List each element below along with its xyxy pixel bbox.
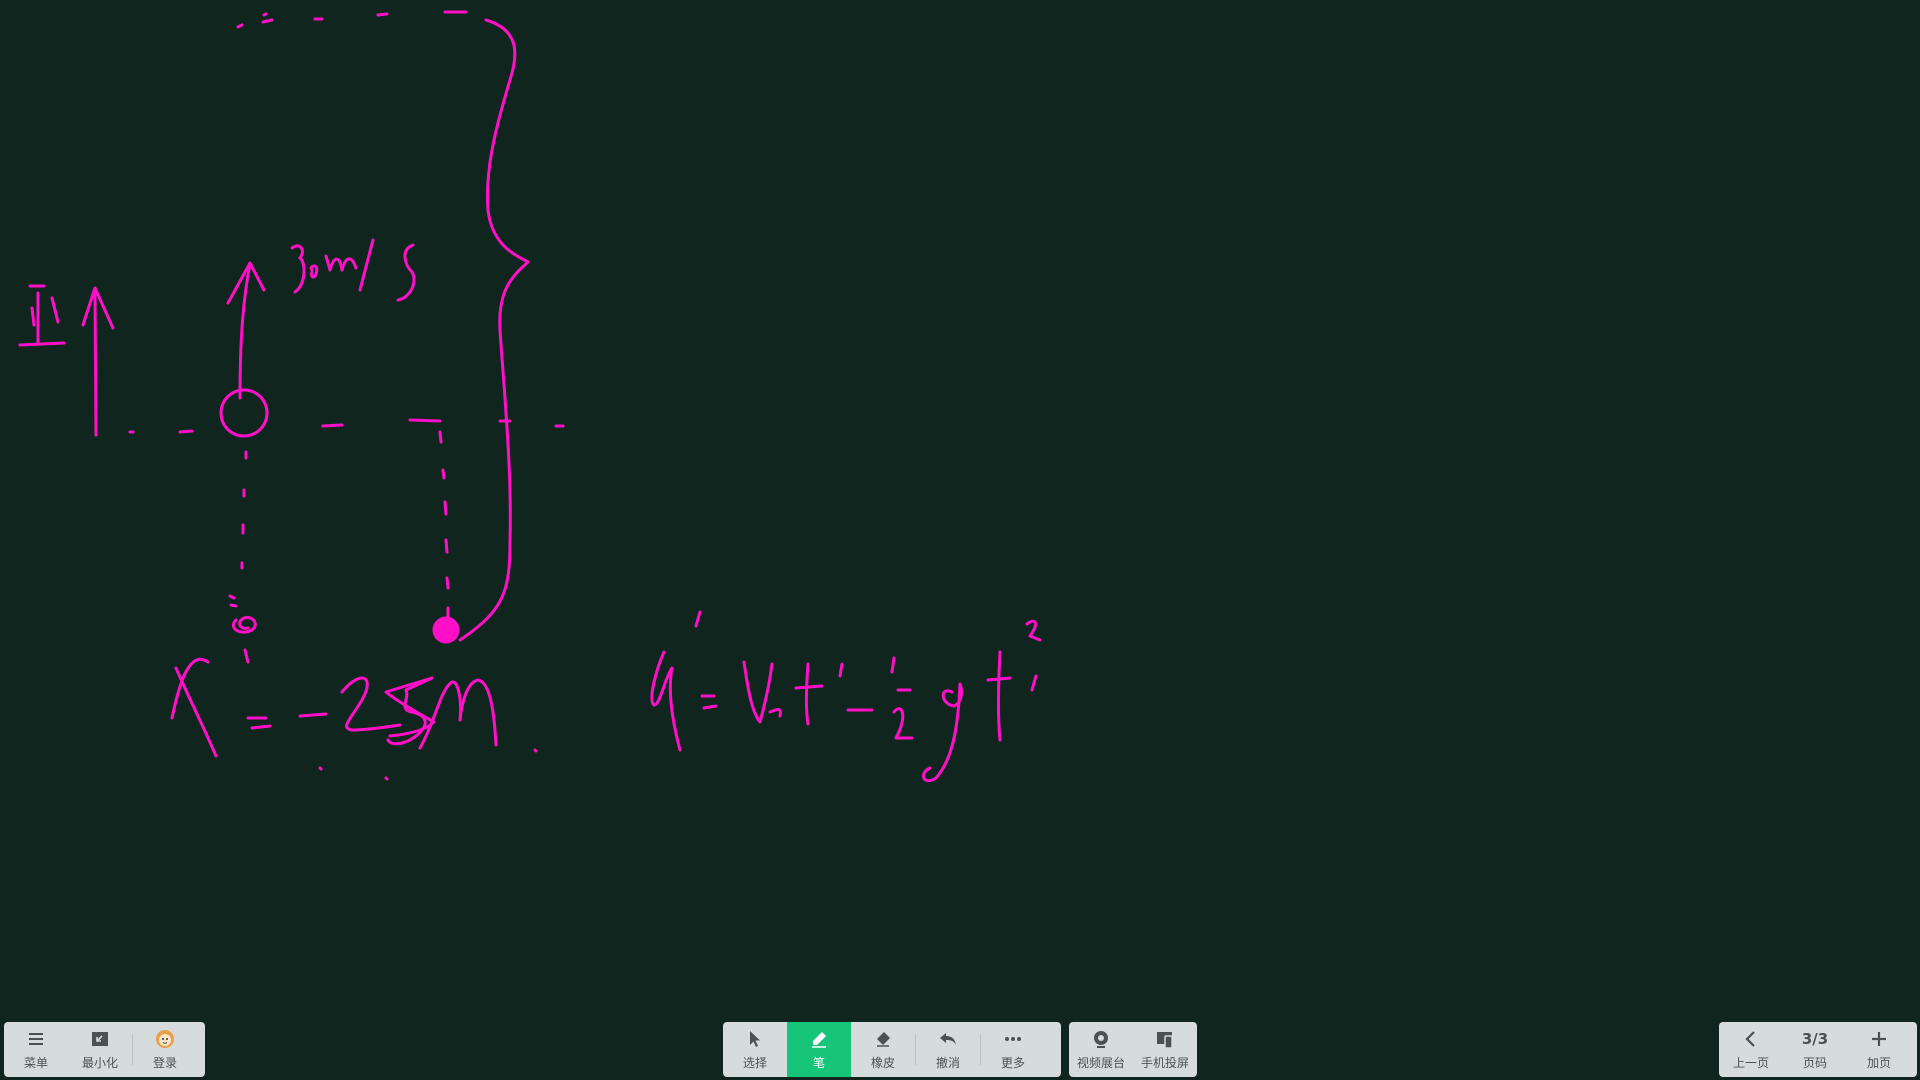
left-toolbar: 菜单 最小化 登录 xyxy=(4,1022,205,1077)
cursor-icon xyxy=(744,1028,766,1050)
minimize-button[interactable]: 最小化 xyxy=(68,1022,132,1077)
phone-cast-label: 手机投屏 xyxy=(1140,1056,1189,1070)
toolbar-divider xyxy=(132,1034,133,1065)
minimize-label: 最小化 xyxy=(81,1056,118,1070)
pen-label: 笔 xyxy=(812,1056,825,1070)
media-toolbar: 视频展台 手机投屏 xyxy=(1069,1022,1197,1077)
undo-button[interactable]: 撤消 xyxy=(916,1022,980,1077)
ink-drop-dots-left xyxy=(240,450,248,570)
toolbar-divider xyxy=(980,1034,981,1065)
undo-icon xyxy=(937,1028,959,1050)
ink-positive-text xyxy=(18,284,66,347)
login-button[interactable]: 登录 xyxy=(133,1022,197,1077)
menu-icon xyxy=(25,1028,47,1050)
center-toolbar: 选择 笔 橡皮 撤消 更多 xyxy=(723,1022,1061,1077)
ink-ball-start xyxy=(219,388,269,438)
ink-stray-dots xyxy=(262,12,538,781)
eraser-button[interactable]: 橡皮 xyxy=(851,1022,915,1077)
ink-curly-brace xyxy=(458,18,530,642)
menu-button[interactable]: 菜单 xyxy=(4,1022,68,1077)
phone-cast-icon xyxy=(1154,1028,1176,1050)
prev-page-button[interactable]: 上一页 xyxy=(1719,1022,1783,1077)
ink-top-dashes xyxy=(236,10,468,29)
login-label: 登录 xyxy=(152,1056,177,1070)
add-page-button[interactable]: 加页 xyxy=(1847,1022,1911,1077)
minimize-icon xyxy=(89,1028,111,1050)
page-number: 3/3 xyxy=(1801,1030,1829,1048)
undo-label: 撤消 xyxy=(935,1056,960,1070)
more-icon xyxy=(1002,1028,1024,1050)
page-label: 页码 xyxy=(1802,1056,1827,1070)
prev-page-label: 上一页 xyxy=(1732,1056,1769,1070)
add-page-label: 加页 xyxy=(1866,1056,1891,1070)
video-booth-button[interactable]: 视频展台 xyxy=(1069,1022,1133,1077)
ink-level-dashes xyxy=(128,418,565,434)
toolbar-divider xyxy=(915,1034,916,1065)
page-indicator[interactable]: 3/3 页码 xyxy=(1783,1022,1847,1077)
camera-icon xyxy=(1090,1028,1112,1050)
select-button[interactable]: 选择 xyxy=(723,1022,787,1077)
avatar-icon xyxy=(154,1028,176,1050)
eraser-icon xyxy=(872,1028,894,1050)
ink-ball-scribble xyxy=(228,594,257,634)
eraser-label: 橡皮 xyxy=(870,1056,895,1070)
ink-ball-end xyxy=(432,616,460,644)
ink-formula-text xyxy=(650,610,1042,783)
more-button[interactable]: 更多 xyxy=(981,1022,1045,1077)
more-label: 更多 xyxy=(1000,1056,1025,1070)
pen-button[interactable]: 笔 xyxy=(787,1022,851,1077)
page-toolbar: 上一页 3/3 页码 加页 xyxy=(1719,1022,1917,1077)
ink-displacement-text xyxy=(170,648,498,758)
select-label: 选择 xyxy=(742,1056,767,1070)
ink-velocity-text xyxy=(290,238,416,302)
chevron-left-icon xyxy=(1740,1028,1762,1050)
menu-label: 菜单 xyxy=(23,1056,48,1070)
ink-velocity-arrow xyxy=(226,261,266,400)
phone-cast-button[interactable]: 手机投屏 xyxy=(1133,1022,1197,1077)
ink-positive-arrow xyxy=(81,286,115,437)
pen-icon xyxy=(808,1028,830,1050)
plus-icon xyxy=(1868,1028,1890,1050)
ink-drop-dots-right xyxy=(438,430,450,620)
video-booth-label: 视频展台 xyxy=(1076,1056,1125,1070)
